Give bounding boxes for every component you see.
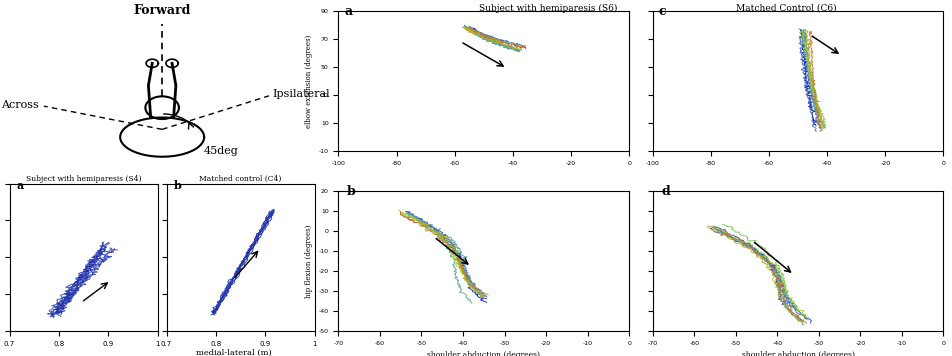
Text: b: b (347, 184, 355, 198)
Text: Subject with hemiparesis (S6): Subject with hemiparesis (S6) (478, 4, 617, 13)
Text: d: d (661, 184, 669, 198)
Text: medial-lateral (m): medial-lateral (m) (195, 349, 271, 356)
Text: Across: Across (1, 100, 38, 110)
Title: Subject with hemiparesis (S4): Subject with hemiparesis (S4) (26, 175, 141, 183)
Y-axis label: hip flexion (degrees): hip flexion (degrees) (305, 224, 312, 298)
Text: b: b (174, 180, 182, 191)
X-axis label: shoulder abduction (degrees): shoulder abduction (degrees) (426, 351, 540, 356)
Text: a: a (17, 180, 24, 191)
Text: Forward: Forward (133, 4, 190, 17)
Text: c: c (658, 5, 665, 18)
Text: a: a (344, 5, 352, 18)
X-axis label: shoulder abduction (degrees): shoulder abduction (degrees) (741, 351, 854, 356)
Text: Ipsilateral: Ipsilateral (272, 89, 330, 99)
Title: Matched control (C4): Matched control (C4) (199, 175, 282, 183)
Text: 45deg: 45deg (204, 146, 239, 156)
Y-axis label: elbow extension (degrees): elbow extension (degrees) (305, 34, 313, 127)
Text: Matched Control (C6): Matched Control (C6) (735, 4, 836, 13)
